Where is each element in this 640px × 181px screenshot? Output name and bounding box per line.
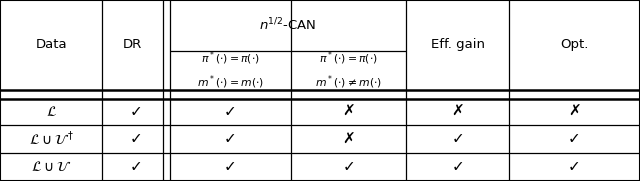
Text: ✓: ✓ bbox=[451, 159, 464, 174]
Text: ✓: ✓ bbox=[342, 159, 355, 174]
Text: ✗: ✗ bbox=[568, 104, 580, 119]
Text: $\mathcal{L} \cup \mathcal{U}$: $\mathcal{L} \cup \mathcal{U}$ bbox=[31, 160, 71, 174]
Text: ✓: ✓ bbox=[130, 159, 142, 174]
Text: Data: Data bbox=[35, 38, 67, 51]
Text: $\pi^*(\cdot) = \pi(\cdot)$
$m^*(\cdot) \neq m(\cdot)$: $\pi^*(\cdot) = \pi(\cdot)$ $m^*(\cdot) … bbox=[316, 49, 382, 91]
Text: ✗: ✗ bbox=[342, 104, 355, 119]
Text: ✗: ✗ bbox=[342, 131, 355, 146]
Text: ✓: ✓ bbox=[568, 159, 580, 174]
Text: ✓: ✓ bbox=[224, 104, 237, 119]
Text: $\pi^*(\cdot) = \pi(\cdot)$
$m^*(\cdot) = m(\cdot)$: $\pi^*(\cdot) = \pi(\cdot)$ $m^*(\cdot) … bbox=[197, 49, 264, 91]
Text: Eff. gain: Eff. gain bbox=[431, 38, 484, 51]
Text: ✓: ✓ bbox=[568, 131, 580, 146]
Text: ✓: ✓ bbox=[130, 131, 142, 146]
Text: ✓: ✓ bbox=[130, 104, 142, 119]
Text: Opt.: Opt. bbox=[560, 38, 589, 51]
Text: ✓: ✓ bbox=[451, 131, 464, 146]
Text: $\mathcal{L}$: $\mathcal{L}$ bbox=[45, 105, 57, 119]
Text: ✓: ✓ bbox=[224, 159, 237, 174]
Text: $n^{1/2}$-CAN: $n^{1/2}$-CAN bbox=[259, 17, 317, 34]
Text: DR: DR bbox=[123, 38, 143, 51]
Text: ✗: ✗ bbox=[451, 104, 464, 119]
Text: $\mathcal{L} \cup \mathcal{U}^\dagger$: $\mathcal{L} \cup \mathcal{U}^\dagger$ bbox=[29, 130, 74, 148]
Text: ✓: ✓ bbox=[224, 131, 237, 146]
